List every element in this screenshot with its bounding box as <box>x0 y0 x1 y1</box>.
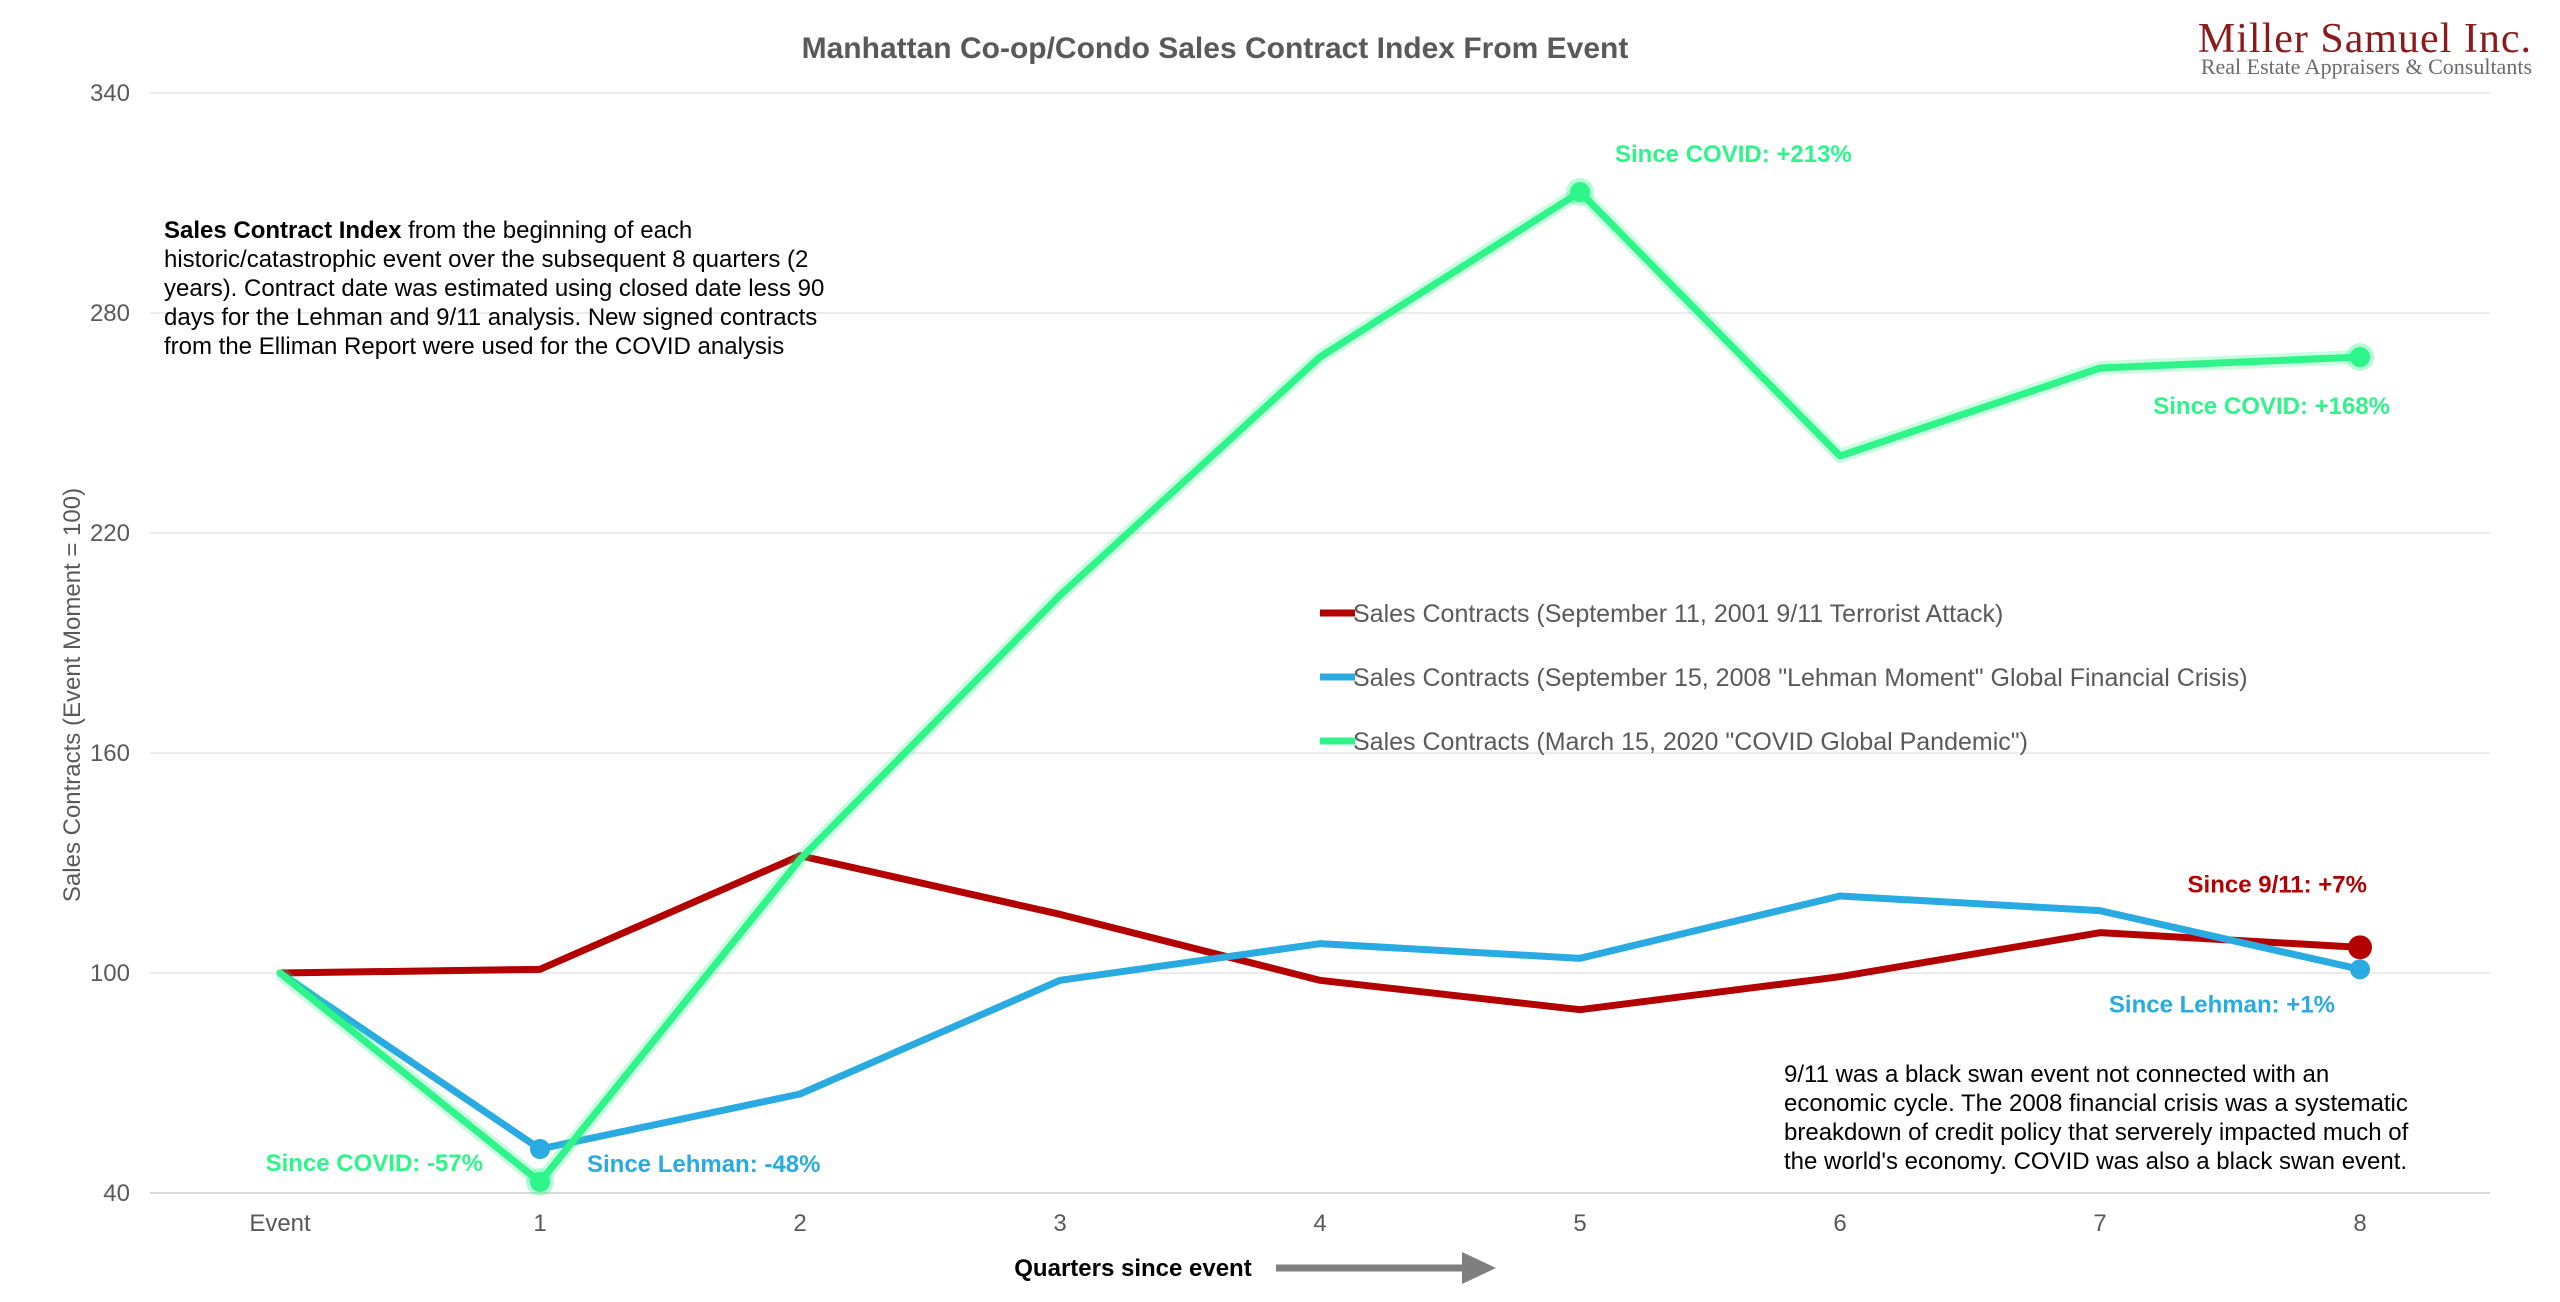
description-line: Sales Contract Index from the beginning … <box>164 217 692 244</box>
marker-covid <box>2350 347 2370 367</box>
x-tick-label: 5 <box>1573 1210 1586 1237</box>
y-tick-label: 340 <box>90 80 130 107</box>
grid-lines <box>150 92 2490 1194</box>
logo: Miller Samuel Inc. Real Estate Appraiser… <box>2198 16 2532 79</box>
arrow-head <box>1462 1252 1496 1284</box>
description-line: days for the Lehman and 9/11 analysis. N… <box>164 304 817 331</box>
marker-lehman <box>2350 959 2370 980</box>
x-tick-label: 7 <box>2093 1210 2106 1237</box>
logo-tagline: Real Estate Appraisers & Consultants <box>2201 54 2532 79</box>
y-axis-title: Sales Contracts (Event Moment = 100) <box>59 488 86 902</box>
marker-nine-eleven <box>2348 935 2372 960</box>
marker-covid <box>1570 182 1590 202</box>
x-tick-label: 3 <box>1053 1210 1066 1237</box>
y-tick-label: 220 <box>90 520 130 547</box>
annotation-label: Since Lehman: -48% <box>587 1151 820 1178</box>
x-tick-label: 2 <box>793 1210 806 1237</box>
x-tick-labels: Event 1 2 3 4 5 6 7 8 <box>249 1210 2366 1237</box>
annotations: Since COVID: +213% Since COVID: +168% Sinc… <box>266 141 2390 1178</box>
y-tick-label: 160 <box>90 740 130 767</box>
y-tick-labels: 40 100 160 220 280 340 <box>90 80 130 1207</box>
annotation-label: Since COVID: +213% <box>1615 141 1852 168</box>
note-line: the world's economy. COVID was also a bl… <box>1784 1148 2407 1175</box>
chart-title: Manhattan Co-op/Condo Sales Contract Ind… <box>802 32 1629 65</box>
note-line: breakdown of credit policy that serverel… <box>1784 1119 2409 1146</box>
description-line-rest: from the beginning of each <box>401 217 692 244</box>
annotation-label: Since 9/11: +7% <box>2188 871 2367 898</box>
x-tick-label: 1 <box>533 1210 546 1237</box>
description-line: years). Contract date was estimated usin… <box>164 275 824 302</box>
series-lines <box>275 185 2364 1189</box>
legend-item-nine-eleven: Sales Contracts (September 11, 2001 9/11… <box>1353 600 2003 628</box>
x-tick-label: 6 <box>1833 1210 1846 1237</box>
note-line: economic cycle. The 2008 financial crisi… <box>1784 1090 2408 1117</box>
marker-covid <box>530 1172 550 1192</box>
description-text: Sales Contract Index from the beginning … <box>164 217 824 360</box>
annotation-label: Since COVID: -57% <box>266 1150 483 1177</box>
annotation-label: Since Lehman: +1% <box>2109 991 2335 1018</box>
description-bold: Sales Contract Index <box>164 217 402 244</box>
legend-item-covid: Sales Contracts (March 15, 2020 "COVID G… <box>1353 728 2028 756</box>
note-text: 9/11 was a black swan event not connecte… <box>1784 1061 2409 1175</box>
legend: Sales Contracts (September 11, 2001 9/11… <box>1320 600 2248 756</box>
logo-name: Miller Samuel Inc. <box>2198 16 2532 62</box>
series-line-lehman <box>276 892 2364 1153</box>
x-tick-label: Event <box>249 1210 311 1237</box>
y-tick-label: 40 <box>103 1180 130 1207</box>
legend-item-lehman: Sales Contracts (September 15, 2008 "Leh… <box>1353 664 2248 692</box>
series-markers <box>526 178 2374 1196</box>
x-tick-label: 4 <box>1313 1210 1326 1237</box>
y-tick-label: 100 <box>90 960 130 987</box>
series-line-nine-eleven <box>276 852 2364 1014</box>
marker-lehman <box>530 1139 550 1159</box>
series-line-covid <box>276 188 2364 1186</box>
description-line: historic/catastrophic event over the sub… <box>164 246 808 273</box>
y-tick-label: 280 <box>90 300 130 327</box>
description-line: from the Elliman Report were used for th… <box>164 333 784 360</box>
x-axis-arrow <box>1276 1252 1496 1284</box>
x-tick-label: 8 <box>2353 1210 2366 1237</box>
note-line: 9/11 was a black swan event not connecte… <box>1784 1061 2329 1088</box>
annotation-label: Since COVID: +168% <box>2153 393 2390 420</box>
x-axis-title: Quarters since event <box>1014 1255 1251 1282</box>
